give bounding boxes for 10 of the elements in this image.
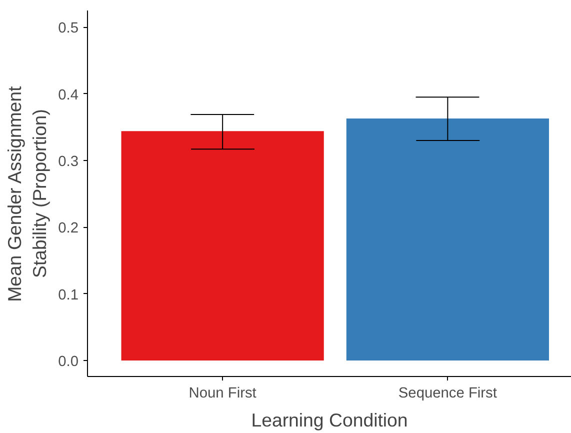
x-tick-label: Sequence First bbox=[398, 386, 497, 402]
y-tick-label: 0.5 bbox=[58, 20, 78, 37]
y-tick-label: 0.1 bbox=[58, 287, 78, 304]
y-tick-label: 0.4 bbox=[58, 87, 78, 104]
y-axis-title: Mean Gender Assignment Stability (Proportion) bbox=[4, 85, 50, 302]
y-tick-label: 0.3 bbox=[58, 154, 78, 170]
y-tick-label: 0.2 bbox=[58, 220, 78, 237]
x-tick-label: Noun First bbox=[188, 386, 256, 402]
y-tick-label: 0.0 bbox=[58, 354, 78, 370]
x-axis-title: Learning Condition bbox=[251, 410, 408, 430]
